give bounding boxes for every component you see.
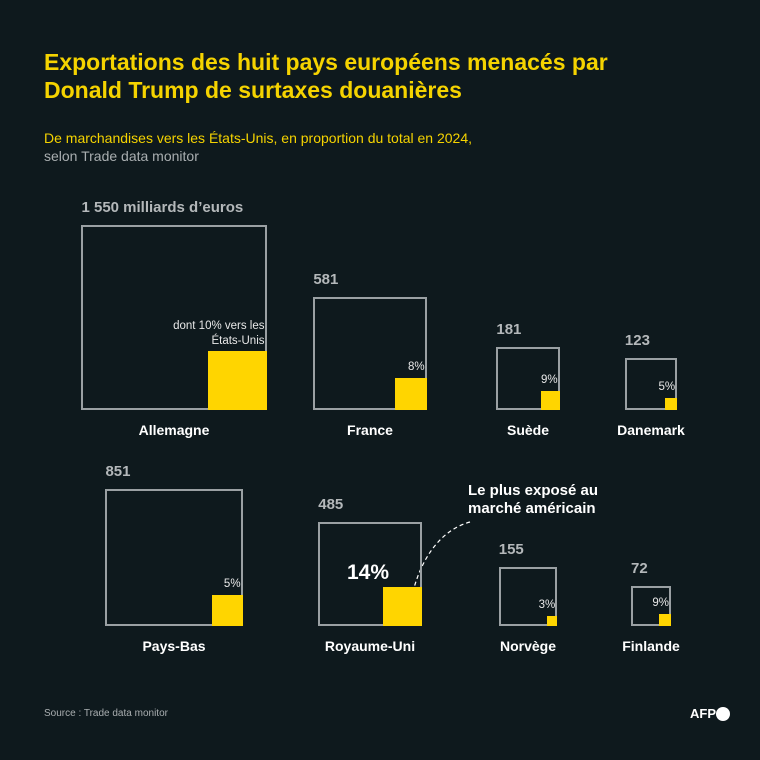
category-label: Allemagne [138,422,210,438]
outer-square [313,296,427,410]
inner-square [208,351,267,410]
value-label: 485 [318,496,344,514]
share-label: 3% [538,598,556,611]
share-label: 9% [540,374,558,387]
share-label: 5% [223,578,241,591]
annotation: Le plus exposé au marché américain [468,482,599,517]
value-label: 851 [105,462,131,480]
inner-square [540,391,560,410]
value-label: 123 [624,331,650,349]
category-label: Danemark [617,422,685,438]
outer-square [496,346,560,410]
inner-square [658,614,671,626]
logo: AFP [690,706,716,721]
category-label: Royaume-Uni [324,638,416,654]
outer-square [81,224,267,410]
value-label: 1 550 milliards d’euros [81,198,244,216]
inner-square [547,615,558,626]
outer-square [624,357,678,410]
category-label: Pays-Bas [142,638,206,654]
annotation-leader [411,521,471,597]
subtitle: De marchandises vers les États-Unis, en … [44,130,473,146]
inner-square [665,398,678,410]
category-label: Finlande [622,638,680,654]
outer-square [631,586,671,626]
chart-title: Exportations des huit pays européens men… [44,49,608,103]
outer-square [318,522,422,626]
share-label: 5% [658,381,676,394]
value-label: 155 [498,541,524,559]
value-label: 581 [313,270,339,288]
inner-square [383,587,422,626]
inner-square [211,595,243,626]
share-label: dont 10% vers les États-Unis [173,319,265,347]
category-label: Norvège [499,638,557,654]
inner-square [394,377,427,410]
share-label: 14% [347,561,390,585]
source: Source : Trade data monitor [44,708,168,719]
share-label: 8% [408,360,425,373]
value-label: 181 [496,320,522,338]
logo-dot [716,707,730,721]
category-label: Suède [506,422,549,438]
subtitle-source: selon Trade data monitor [44,148,199,164]
value-label: 72 [631,560,648,578]
outer-square [105,488,243,626]
category-label: France [347,422,393,438]
share-label: 9% [652,597,669,610]
outer-square [498,567,558,626]
